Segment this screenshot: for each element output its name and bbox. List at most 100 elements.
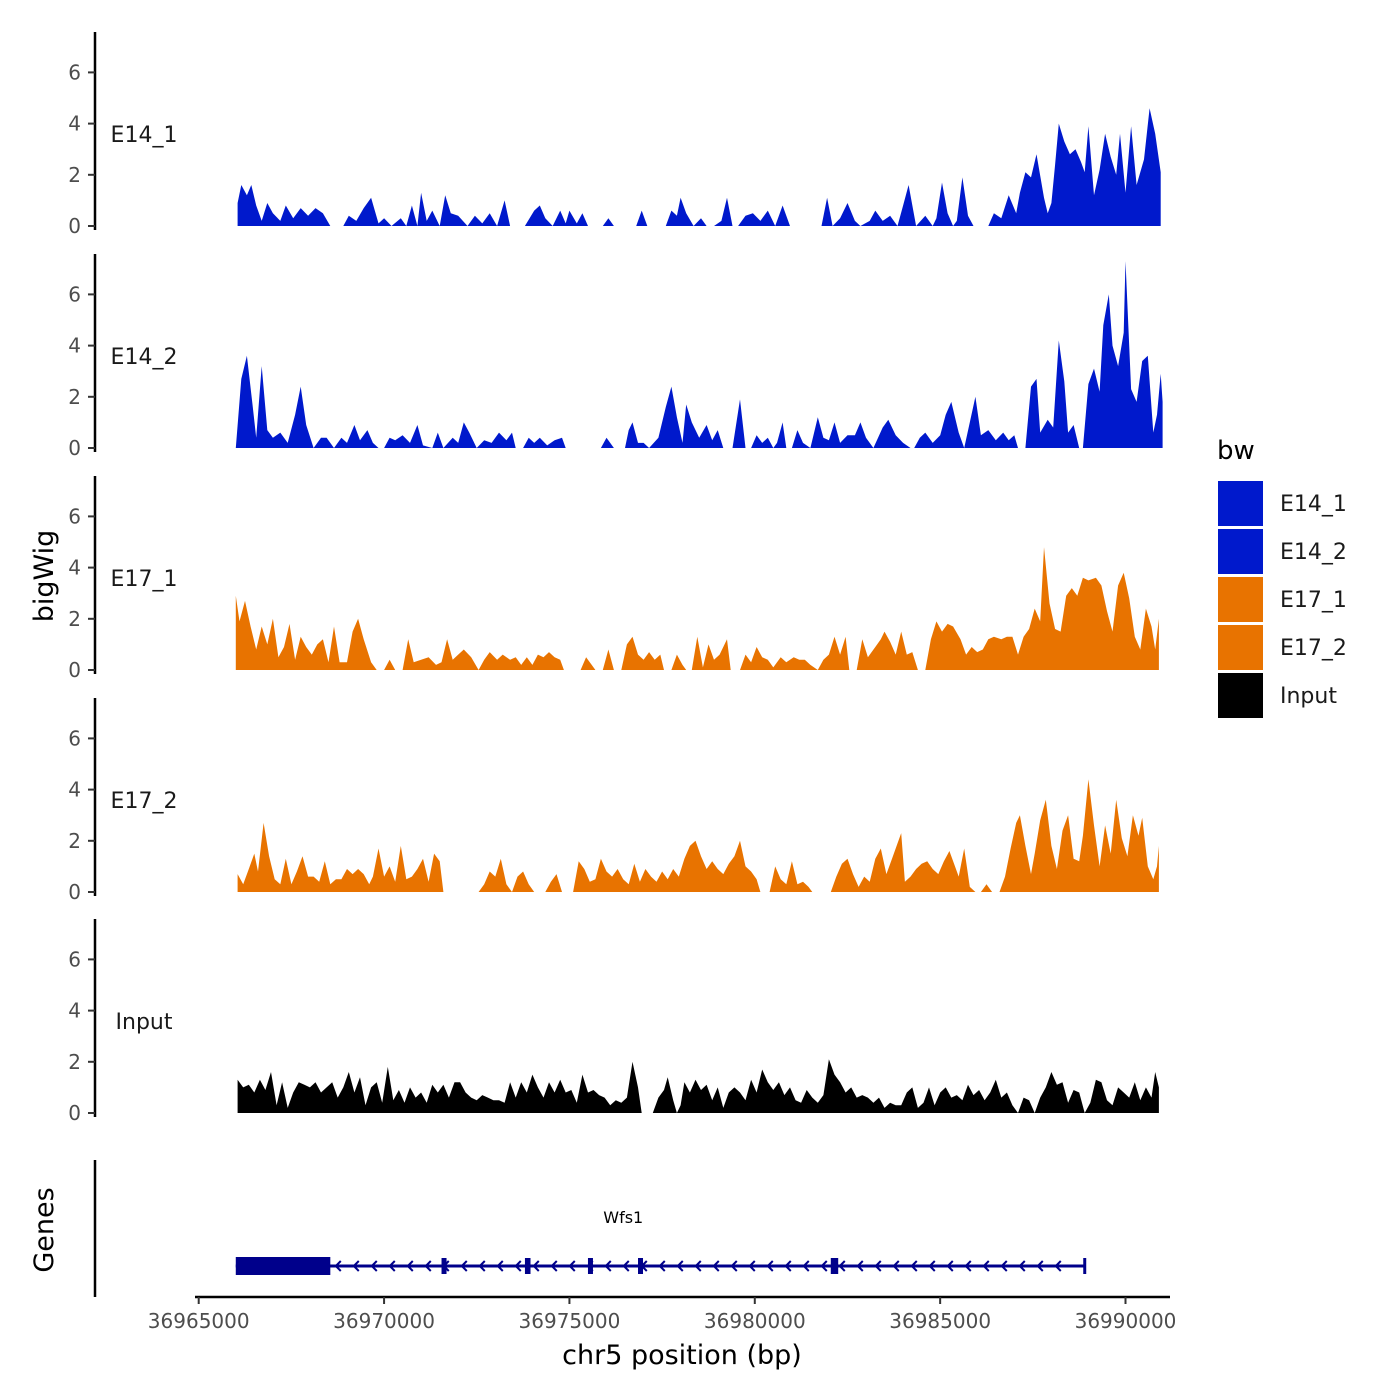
- strand-chevron: [784, 1260, 792, 1272]
- strand-chevron: [604, 1260, 612, 1272]
- strand-chevron: [1036, 1260, 1044, 1272]
- strand-chevron: [352, 1260, 360, 1272]
- legend-label-E17_2: E17_2: [1280, 636, 1347, 661]
- y-tick-label: 0: [68, 214, 81, 238]
- genes-axis-title: Genes: [29, 1187, 60, 1272]
- x-axis-title: chr5 position (bp): [562, 1340, 802, 1371]
- track-label: Input: [116, 1010, 173, 1035]
- strand-chevron: [1000, 1260, 1008, 1272]
- y-tick-label: 6: [68, 947, 81, 971]
- strand-chevron: [928, 1260, 936, 1272]
- strand-chevron: [730, 1260, 738, 1272]
- tracks-group: 0 2 4 6 E14_1 0 2 4 6 E14_2 0 2 4 6 E17_1 0 2 4 6 E17_2 0 2 4 6…: [68, 32, 1163, 1125]
- y-tick-label: 4: [68, 778, 81, 802]
- legend-label-Input: Input: [1280, 684, 1337, 709]
- y-tick-label: 0: [68, 436, 81, 460]
- track-E14_2: 0 2 4 6 E14_2: [68, 254, 1163, 460]
- track-label: E14_2: [111, 345, 178, 370]
- y-tick-label: 4: [68, 999, 81, 1023]
- strand-chevron: [532, 1260, 540, 1272]
- strand-chevron: [910, 1260, 918, 1272]
- strand-chevron: [460, 1260, 468, 1272]
- strand-chevron: [1054, 1260, 1062, 1272]
- x-tick-label: 36990000: [1075, 1309, 1177, 1333]
- strand-chevron: [694, 1260, 702, 1272]
- track-Input: 0 2 4 6 Input: [68, 919, 1159, 1125]
- gene-exon: [830, 1258, 839, 1274]
- strand-chevron: [1018, 1260, 1026, 1272]
- strand-chevron: [820, 1260, 828, 1272]
- x-tick-label: 36985000: [889, 1309, 991, 1333]
- strand-chevron: [856, 1260, 864, 1272]
- y-axis-title: bigWig: [29, 530, 60, 623]
- signal-area-E17_1: [235, 547, 1159, 670]
- y-tick-label: 2: [68, 163, 81, 187]
- strand-chevron: [658, 1260, 666, 1272]
- signal-area-Input: [237, 1059, 1159, 1113]
- strand-chevron: [568, 1260, 576, 1272]
- legend-label-E17_1: E17_1: [1280, 588, 1347, 613]
- strand-chevron: [370, 1260, 378, 1272]
- legend-swatch-E17_2: [1218, 625, 1263, 670]
- legend-label-E14_2: E14_2: [1280, 540, 1347, 565]
- gene-exon: [638, 1258, 644, 1274]
- x-tick-label: 36970000: [333, 1309, 435, 1333]
- strand-chevron: [388, 1260, 396, 1272]
- gene-exon: [235, 1257, 331, 1275]
- strand-chevron: [802, 1260, 810, 1272]
- track-label: E17_1: [111, 567, 178, 592]
- legend: bw E14_1 E14_2 E17_1 E17_2 Input: [1217, 436, 1347, 718]
- gene-name-label: Wfs1: [603, 1208, 643, 1227]
- y-tick-label: 4: [68, 334, 81, 358]
- y-tick-label: 6: [68, 726, 81, 750]
- strand-chevron: [838, 1260, 846, 1272]
- track-label: E17_2: [111, 789, 178, 814]
- legend-swatch-E14_1: [1218, 481, 1263, 526]
- x-tick-label: 36965000: [148, 1309, 250, 1333]
- gene-exon: [524, 1258, 531, 1274]
- signal-area-E14_1: [237, 108, 1161, 226]
- y-tick-label: 6: [68, 504, 81, 528]
- y-tick-label: 4: [68, 556, 81, 580]
- track-E17_2: 0 2 4 6 E17_2: [68, 698, 1159, 904]
- y-tick-label: 2: [68, 385, 81, 409]
- y-tick-label: 6: [68, 282, 81, 306]
- strand-chevron: [874, 1260, 882, 1272]
- legend-title: bw: [1217, 436, 1255, 466]
- y-tick-label: 6: [68, 60, 81, 84]
- legend-swatch-Input: [1218, 673, 1263, 718]
- strand-chevron: [622, 1260, 630, 1272]
- y-tick-label: 2: [68, 829, 81, 853]
- gene-exon: [587, 1258, 593, 1274]
- strand-chevron: [424, 1260, 432, 1272]
- strand-chevron: [982, 1260, 990, 1272]
- x-tick-label: 36975000: [519, 1309, 621, 1333]
- genes-panel: Wfs1: [93, 1160, 1087, 1297]
- y-tick-label: 2: [68, 1050, 81, 1074]
- signal-area-E14_2: [235, 261, 1163, 448]
- x-axis: 36965000 36970000 36975000 36980000 36985000…: [148, 1295, 1177, 1333]
- strand-chevron: [334, 1260, 342, 1272]
- track-E14_1: 0 2 4 6 E14_1: [68, 32, 1161, 238]
- strand-chevron: [946, 1260, 954, 1272]
- x-tick-label: 36980000: [704, 1309, 806, 1333]
- gene-exon: [441, 1258, 447, 1274]
- strand-chevron: [550, 1260, 558, 1272]
- y-tick-label: 2: [68, 607, 81, 631]
- y-tick-label: 0: [68, 1101, 81, 1125]
- strand-chevron: [748, 1260, 756, 1272]
- y-tick-label: 0: [68, 880, 81, 904]
- strand-chevron: [892, 1260, 900, 1272]
- strand-chevron: [406, 1260, 414, 1272]
- strand-chevron: [514, 1260, 522, 1272]
- track-label: E14_1: [111, 123, 178, 148]
- track-E17_1: 0 2 4 6 E17_1: [68, 476, 1159, 682]
- strand-chevron: [964, 1260, 972, 1272]
- legend-swatch-E14_2: [1218, 529, 1263, 574]
- strand-chevron: [766, 1260, 774, 1272]
- y-tick-label: 0: [68, 658, 81, 682]
- y-tick-label: 4: [68, 112, 81, 136]
- legend-swatch-E17_1: [1218, 577, 1263, 622]
- signal-area-E17_2: [237, 779, 1159, 892]
